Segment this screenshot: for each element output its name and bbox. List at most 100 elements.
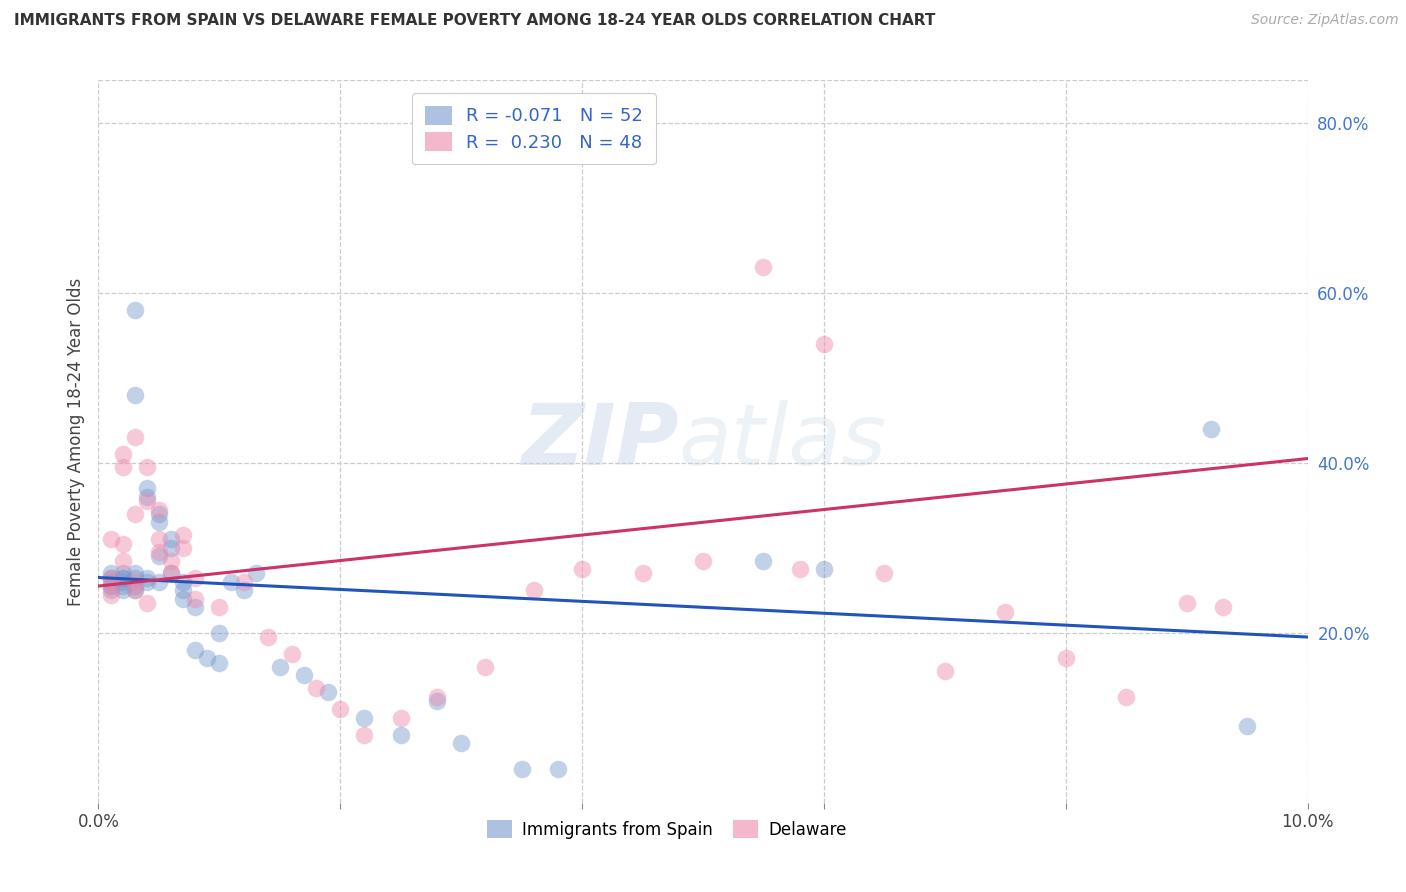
Point [208,600,231,615]
Point [1054,651,1077,665]
Point [148,516,170,530]
Point [100,579,122,593]
Point [172,528,194,542]
Y-axis label: Female Poverty Among 18-24 Year Olds: Female Poverty Among 18-24 Year Olds [66,277,84,606]
Point [135,490,157,504]
Point [135,460,157,475]
Point [124,302,146,317]
Point [100,579,122,593]
Point [208,625,231,640]
Point [316,685,339,699]
Point [111,583,134,598]
Point [100,574,122,589]
Point [232,574,254,589]
Point [100,583,122,598]
Point [111,579,134,593]
Point [124,388,146,402]
Point [329,702,352,716]
Point [752,553,775,567]
Point [292,668,315,682]
Point [474,660,496,674]
Point [523,583,546,598]
Point [994,605,1017,619]
Point [221,574,243,589]
Legend: Immigrants from Spain, Delaware: Immigrants from Spain, Delaware [477,810,856,848]
Point [353,728,375,742]
Point [148,507,170,521]
Point [111,574,134,589]
Point [813,336,835,351]
Point [124,583,146,598]
Point [571,562,593,576]
Point [135,570,157,584]
Point [111,570,134,584]
Point [160,566,183,581]
Point [135,596,157,610]
Point [269,660,291,674]
Point [135,494,157,508]
Point [124,570,146,584]
Point [873,566,896,581]
Point [353,711,375,725]
Text: atlas: atlas [679,400,887,483]
Point [124,507,146,521]
Point [160,533,183,547]
Point [111,566,134,581]
Point [813,562,835,576]
Point [124,579,146,593]
Point [232,583,254,598]
Point [100,588,122,602]
Point [426,690,449,704]
Point [389,711,412,725]
Point [1212,600,1234,615]
Point [184,600,207,615]
Point [305,681,328,695]
Point [135,574,157,589]
Point [510,762,533,776]
Point [184,642,207,657]
Point [100,566,122,581]
Point [172,574,194,589]
Point [148,502,170,516]
Point [172,583,194,598]
Text: ZIP: ZIP [522,400,679,483]
Point [160,553,183,567]
Point [1175,596,1198,610]
Point [184,570,207,584]
Point [148,549,170,564]
Point [160,541,183,555]
Point [148,545,170,559]
Point [124,430,146,444]
Point [124,566,146,581]
Text: Source: ZipAtlas.com: Source: ZipAtlas.com [1251,13,1399,28]
Point [1199,422,1222,436]
Point [281,647,304,661]
Point [547,762,569,776]
Point [111,536,134,550]
Point [148,574,170,589]
Point [1115,690,1137,704]
Point [631,566,654,581]
Point [172,541,194,555]
Point [124,583,146,598]
Point [100,570,122,584]
Point [111,460,134,475]
Point [692,553,714,567]
Point [111,553,134,567]
Point [450,736,472,750]
Point [111,447,134,461]
Point [100,533,122,547]
Point [1236,719,1258,733]
Point [195,651,218,665]
Point [184,591,207,606]
Point [111,570,134,584]
Point [208,656,231,670]
Point [148,533,170,547]
Text: IMMIGRANTS FROM SPAIN VS DELAWARE FEMALE POVERTY AMONG 18-24 YEAR OLDS CORRELATI: IMMIGRANTS FROM SPAIN VS DELAWARE FEMALE… [14,13,935,29]
Point [245,566,267,581]
Point [789,562,811,576]
Point [135,481,157,495]
Point [256,630,278,644]
Point [100,570,122,584]
Point [124,574,146,589]
